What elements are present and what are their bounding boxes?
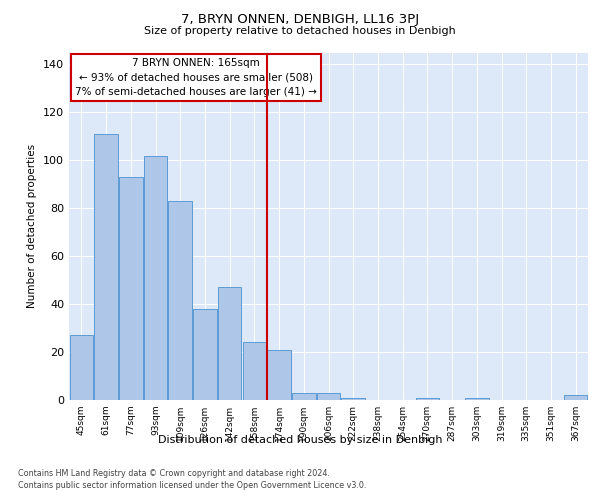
- Bar: [242, 342, 266, 400]
- Bar: [169, 201, 192, 400]
- Text: Size of property relative to detached houses in Denbigh: Size of property relative to detached ho…: [144, 26, 456, 36]
- Bar: [416, 398, 439, 400]
- Text: Contains HM Land Registry data © Crown copyright and database right 2024.: Contains HM Land Registry data © Crown c…: [18, 469, 330, 478]
- Text: 7 BRYN ONNEN: 165sqm
← 93% of detached houses are smaller (508)
7% of semi-detac: 7 BRYN ONNEN: 165sqm ← 93% of detached h…: [75, 58, 317, 98]
- Text: Distribution of detached houses by size in Denbigh: Distribution of detached houses by size …: [158, 435, 442, 445]
- Bar: [317, 393, 340, 400]
- Bar: [70, 336, 93, 400]
- Bar: [465, 398, 488, 400]
- Bar: [341, 398, 365, 400]
- Bar: [94, 134, 118, 400]
- Bar: [564, 395, 587, 400]
- Y-axis label: Number of detached properties: Number of detached properties: [28, 144, 37, 308]
- Bar: [119, 177, 143, 400]
- Text: 7, BRYN ONNEN, DENBIGH, LL16 3PJ: 7, BRYN ONNEN, DENBIGH, LL16 3PJ: [181, 12, 419, 26]
- Bar: [268, 350, 291, 400]
- Bar: [218, 288, 241, 400]
- Text: Contains public sector information licensed under the Open Government Licence v3: Contains public sector information licen…: [18, 481, 367, 490]
- Bar: [144, 156, 167, 400]
- Bar: [193, 309, 217, 400]
- Bar: [292, 393, 316, 400]
